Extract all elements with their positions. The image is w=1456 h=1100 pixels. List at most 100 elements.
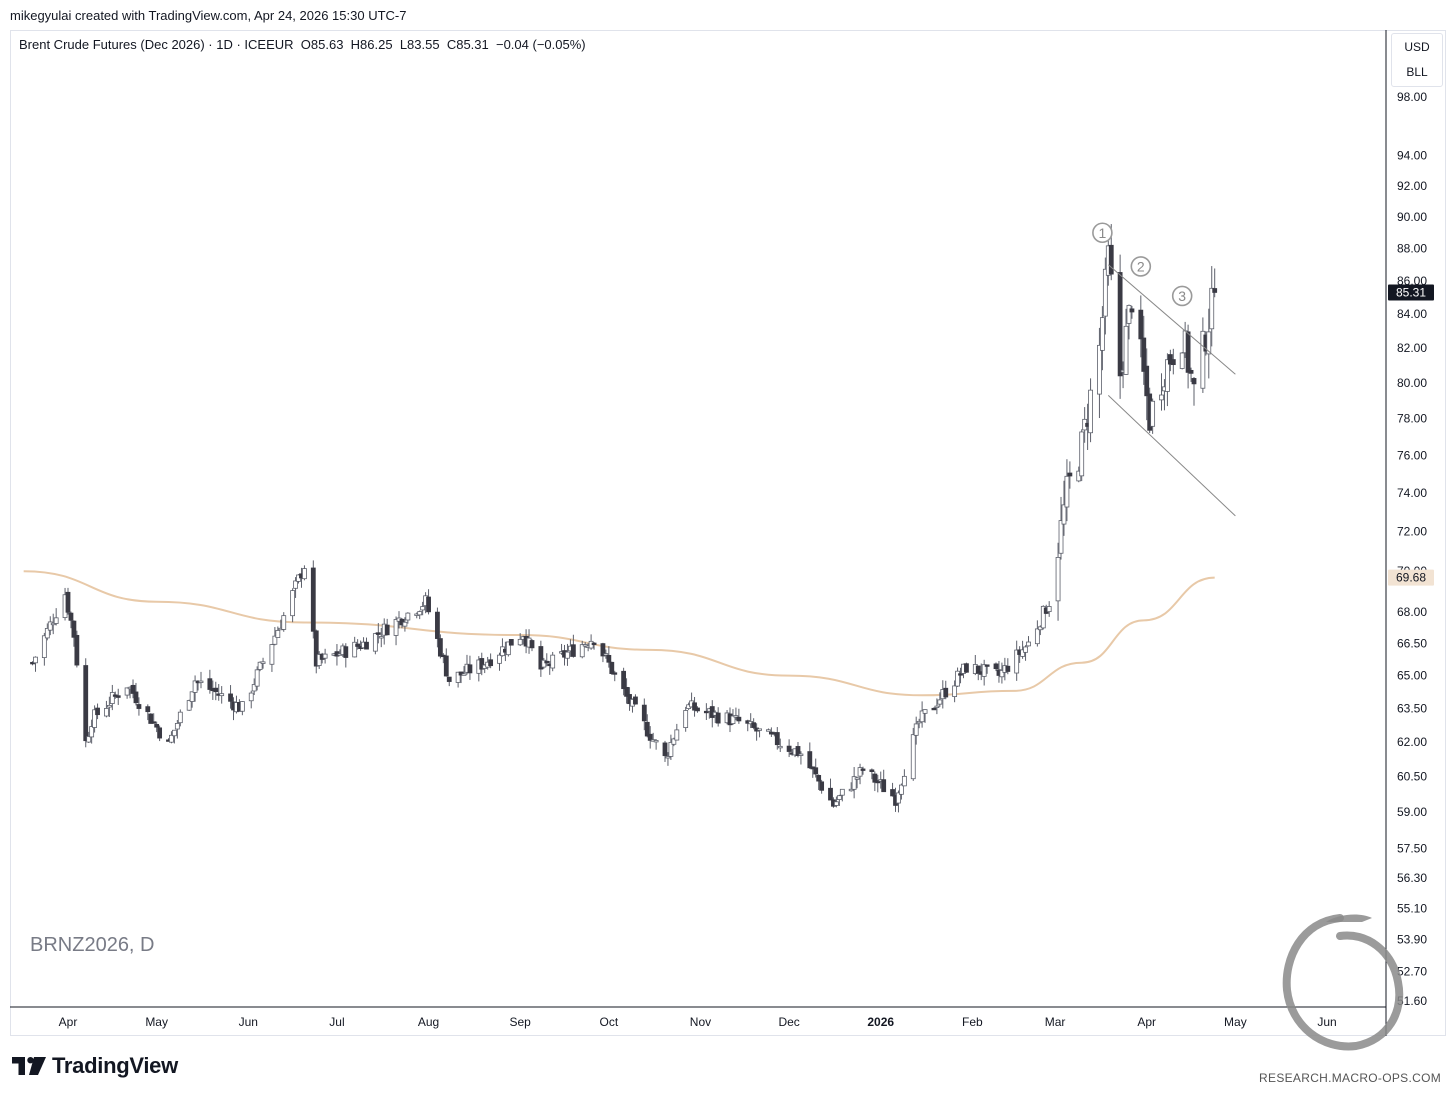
candle xyxy=(819,779,825,794)
candle xyxy=(890,782,895,797)
candle-body xyxy=(674,729,680,741)
candle xyxy=(65,587,71,615)
candle-body xyxy=(1138,309,1144,340)
price-tick-label: 60.50 xyxy=(1397,770,1427,784)
candle-body xyxy=(455,671,461,683)
price-tick-label: 55.10 xyxy=(1397,902,1427,916)
candle-body xyxy=(1064,475,1070,508)
ma-value-tag: 69.68 xyxy=(1388,569,1434,586)
candle xyxy=(352,636,358,658)
candle xyxy=(213,681,219,701)
candle xyxy=(538,640,544,677)
candle-body xyxy=(872,773,878,783)
candle-body xyxy=(736,716,742,722)
candle-body xyxy=(1034,628,1040,645)
candle xyxy=(541,657,547,669)
candle xyxy=(186,699,192,711)
candle-body xyxy=(302,568,307,580)
candle xyxy=(488,653,494,669)
candle xyxy=(44,623,50,641)
candle-body xyxy=(606,654,612,663)
time-tick-label: Jul xyxy=(329,1015,344,1029)
candle xyxy=(115,688,121,705)
candle xyxy=(375,623,381,644)
candle-body xyxy=(1055,557,1061,602)
candle xyxy=(1144,348,1150,421)
candle-body xyxy=(251,684,257,692)
candle xyxy=(290,588,296,623)
tradingview-logo-icon xyxy=(12,1057,46,1075)
price-tick-label: 82.00 xyxy=(1397,341,1427,355)
candle xyxy=(467,655,473,680)
candle xyxy=(860,766,866,775)
candle-body xyxy=(420,606,426,611)
candle xyxy=(624,678,629,704)
candle xyxy=(786,739,792,758)
time-tick-label: Jun xyxy=(239,1015,258,1029)
candle-body xyxy=(257,661,263,670)
candle xyxy=(275,626,281,638)
candle xyxy=(257,661,263,672)
candle-body xyxy=(109,692,115,704)
candle-body xyxy=(633,696,638,705)
candle-body xyxy=(975,665,981,674)
candle xyxy=(384,618,390,636)
candle-body xyxy=(624,686,629,697)
candle xyxy=(1123,308,1129,375)
candle xyxy=(479,652,485,676)
channel-trendline xyxy=(1107,264,1236,375)
candle xyxy=(1159,373,1164,411)
candle-body xyxy=(83,665,89,742)
candle-body xyxy=(239,701,245,712)
candle xyxy=(437,634,443,659)
candle-body xyxy=(839,788,845,796)
candle-body xyxy=(550,654,556,669)
time-tick-label: Dec xyxy=(778,1015,799,1029)
candle-body xyxy=(1026,641,1031,647)
candle xyxy=(402,617,408,632)
candle xyxy=(500,638,505,657)
candle-body xyxy=(819,781,825,791)
candle xyxy=(71,620,77,647)
candle-body xyxy=(777,745,783,749)
candle-body xyxy=(538,646,544,670)
candle xyxy=(662,740,668,762)
candle xyxy=(1150,398,1156,434)
candle-body xyxy=(417,611,423,616)
candle xyxy=(133,682,139,706)
candle-body xyxy=(703,710,709,714)
candle xyxy=(455,671,461,688)
wave-label-2: 2 xyxy=(1130,256,1152,277)
candle xyxy=(1212,268,1218,298)
candle xyxy=(937,692,943,707)
ma-value-label: 69.68 xyxy=(1396,571,1426,585)
candle-body xyxy=(621,670,627,690)
symbol-legend[interactable]: Brent Crude Futures (Dec 2026) · 1D · IC… xyxy=(19,37,586,52)
candle xyxy=(816,774,822,790)
price-tick-label: 88.00 xyxy=(1397,242,1427,256)
candle-body xyxy=(1020,649,1025,657)
candle-body xyxy=(384,624,390,636)
candle xyxy=(621,667,627,696)
candle xyxy=(896,790,901,813)
candle-body xyxy=(130,684,136,694)
candle xyxy=(1088,378,1093,443)
time-tick-label: May xyxy=(145,1015,168,1029)
candle xyxy=(313,629,319,674)
candle-body xyxy=(955,670,960,687)
candle-body xyxy=(919,710,925,723)
wave-label-1: 1 xyxy=(1092,222,1113,244)
candle xyxy=(1034,620,1040,647)
candle xyxy=(774,727,780,750)
candle xyxy=(228,685,233,709)
candle xyxy=(1079,429,1085,482)
price-tick-label: 52.70 xyxy=(1397,964,1427,978)
candle-body xyxy=(931,707,937,711)
candle-body xyxy=(1088,389,1093,434)
candle-body xyxy=(890,789,895,797)
currency-unit-selector[interactable]: USD BLL xyxy=(1391,33,1443,87)
candle xyxy=(446,676,452,687)
tradingview-logo[interactable]: TradingView xyxy=(12,1053,178,1079)
candle xyxy=(869,768,875,780)
